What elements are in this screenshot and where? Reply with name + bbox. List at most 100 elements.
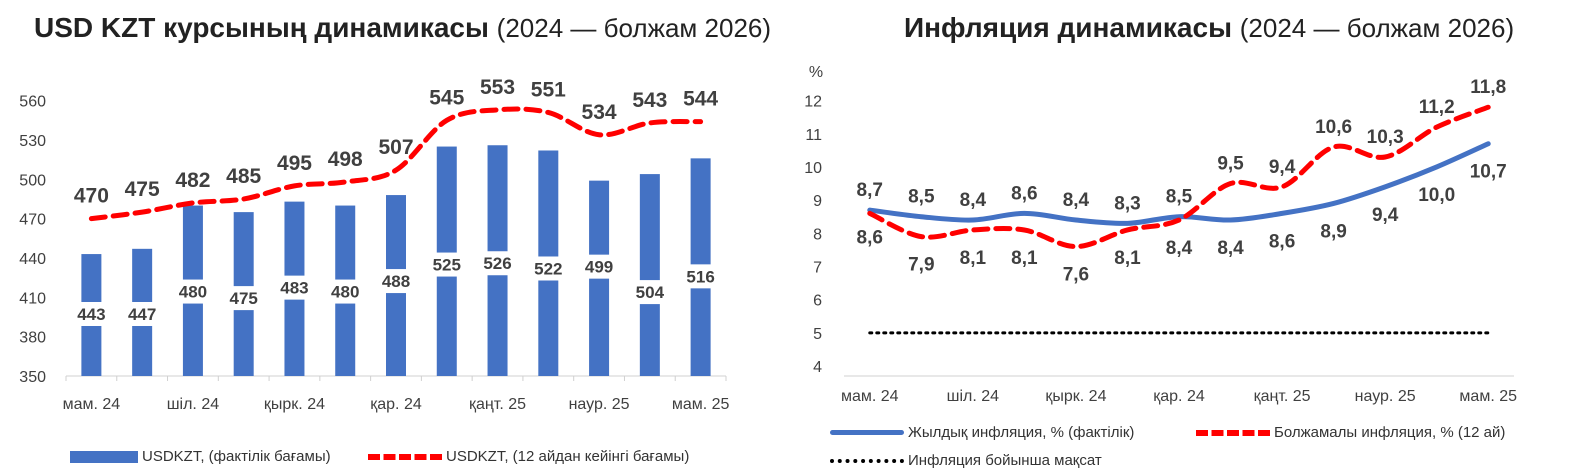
bar-value-label: 488 xyxy=(382,272,410,291)
actual-value-label: 8,5 xyxy=(1166,187,1193,208)
x-tick-label: қырк. 24 xyxy=(264,396,325,413)
legend-label-inflation-forecast: Болжамалы инфляция, % (12 ай) xyxy=(1274,424,1506,441)
bar-value-label: 499 xyxy=(585,258,613,277)
forecast-value-label: 8,1 xyxy=(960,248,987,269)
x-tick-label: қар. 24 xyxy=(1153,388,1205,405)
forecast-value-label: 7,9 xyxy=(908,255,934,276)
bar-value-label: 526 xyxy=(483,254,511,273)
bar-value-label: 447 xyxy=(128,305,156,324)
actual-value-label: 8,9 xyxy=(1320,221,1346,242)
line-usdkzt-forecast xyxy=(88,106,704,222)
y-tick-label: 11 xyxy=(805,127,822,144)
inflation-chart-plot: % 4 5 6 7 8 9 10 11 12 мам. 24 шіл. 24 қырк. 24 қар. … xyxy=(804,64,1517,405)
line-value-label: 551 xyxy=(531,78,566,101)
bar-value-label: 522 xyxy=(534,259,562,278)
actual-value-label: 8,7 xyxy=(857,180,883,201)
x-tick-label: наур. 25 xyxy=(1355,388,1416,405)
bar-value-label-bg xyxy=(581,254,618,279)
bar-value-label-bg xyxy=(124,302,161,326)
actual-value-label: 8,3 xyxy=(1114,193,1140,214)
bar-value-label: 516 xyxy=(686,267,714,286)
legend-label-usdkzt-forecast: USDKZT, (12 айдан кейінгі бағамы) xyxy=(446,448,690,465)
bar-value-label-bg xyxy=(276,275,313,300)
x-tick-label: қырк. 24 xyxy=(1045,388,1106,405)
actual-value-label: 8,4 xyxy=(1217,238,1244,259)
y-tick-label: 4 xyxy=(813,359,822,376)
bar-value-label-bg xyxy=(428,252,465,277)
bar-value-label-bg xyxy=(225,286,262,311)
legend-item-inflation-actual: Жылдық инфляция, % (фактілік) xyxy=(830,424,1134,441)
y-tick-label: 440 xyxy=(19,251,46,268)
bar-value-label-bg xyxy=(682,264,719,289)
line-value-label: 498 xyxy=(328,148,363,171)
y-tick-label: 7 xyxy=(813,259,822,276)
y-tick-label: 9 xyxy=(813,193,822,210)
y-tick-label: 530 xyxy=(19,133,46,150)
line-value-label: 553 xyxy=(480,76,515,99)
y-tick-label: 350 xyxy=(19,369,46,386)
legend-item-usdkzt-forecast: USDKZT, (12 айдан кейінгі бағамы) xyxy=(368,448,689,465)
y-tick-label: 380 xyxy=(19,330,46,347)
bar-value-label: 483 xyxy=(280,279,308,298)
forecast-value-label: 11,2 xyxy=(1419,97,1455,118)
legend-swatch-dashed-line xyxy=(368,453,442,460)
forecast-value-label: 8,6 xyxy=(857,227,883,248)
legend-swatch-solid-line xyxy=(830,430,904,435)
line-value-label: 485 xyxy=(226,165,261,188)
bar-value-label-bg xyxy=(530,256,567,281)
actual-value-label: 8,4 xyxy=(960,190,987,211)
legend-label-inflation-actual: Жылдық инфляция, % (фактілік) xyxy=(908,424,1135,441)
legend-item-usdkzt-actual: USDKZT, (фактілік бағамы) xyxy=(70,448,331,465)
y-tick-label: 470 xyxy=(19,212,46,229)
forecast-value-label: 8,1 xyxy=(1114,248,1141,269)
bar-value-label: 480 xyxy=(331,283,359,302)
legend-label-usdkzt-actual: USDKZT, (фактілік бағамы) xyxy=(142,448,331,465)
actual-value-label: 8,6 xyxy=(1269,231,1295,252)
legend-item-inflation-forecast: Болжамалы инфляция, % (12 ай) xyxy=(1196,424,1505,441)
bar-value-label: 480 xyxy=(179,283,207,302)
bar-value-label: 525 xyxy=(433,256,461,275)
bar-usdkzt-actual xyxy=(639,174,660,376)
forecast-value-label: 10,6 xyxy=(1315,117,1352,138)
line-value-label: 482 xyxy=(175,169,210,192)
inflation-title-main: Инфляция динамикасы xyxy=(904,12,1232,43)
actual-value-label: 8,6 xyxy=(1011,183,1037,204)
bar-value-label-bg xyxy=(174,279,211,304)
actual-value-label: 9,4 xyxy=(1372,205,1399,226)
legend-label-inflation-target: Инфляция бойынша мақсат xyxy=(908,452,1102,469)
x-tick-label: мам. 25 xyxy=(672,396,730,413)
line-value-label: 545 xyxy=(429,86,464,109)
legend-item-inflation-target: Инфляция бойынша мақсат xyxy=(830,452,1102,469)
x-tick-label: қаңт. 25 xyxy=(1254,388,1311,405)
line-value-label: 544 xyxy=(683,88,718,111)
x-tick-label: мам. 24 xyxy=(841,388,899,405)
forecast-value-label: 9,5 xyxy=(1217,154,1244,175)
inflation-chart-title: Инфляция динамикасы (2024 — болжам 2026) xyxy=(904,12,1514,44)
bar-value-label: 475 xyxy=(230,289,258,308)
actual-value-label: 10,0 xyxy=(1418,185,1455,206)
actual-value-label: 8,4 xyxy=(1063,190,1090,211)
y-tick-label: 500 xyxy=(19,172,46,189)
usd-kzt-chart-panel: USD KZT курсының динамикасы (2024 — болж… xyxy=(19,12,771,465)
line-value-label: 507 xyxy=(378,136,413,159)
y-tick-label: 12 xyxy=(804,94,822,111)
bar-value-label-bg xyxy=(378,269,414,294)
x-tick-label: мам. 25 xyxy=(1459,388,1517,405)
x-tick-label: қар. 24 xyxy=(370,396,422,413)
line-value-label: 495 xyxy=(277,152,312,175)
y-tick-label: 410 xyxy=(19,290,46,307)
bar-value-label-bg xyxy=(327,279,364,304)
forecast-value-label: 8,1 xyxy=(1011,248,1038,269)
forecast-value-label: 8,4 xyxy=(1166,238,1193,259)
inflation-chart-panel: Инфляция динамикасы (2024 — болжам 2026)… xyxy=(786,0,1572,472)
x-tick-label: наур. 25 xyxy=(569,396,630,413)
legend-swatch-dashed-line xyxy=(1196,429,1270,436)
forecast-value-label: 10,3 xyxy=(1367,127,1404,148)
x-tick-label: шіл. 24 xyxy=(947,388,1000,405)
line-value-label: 470 xyxy=(74,185,109,208)
y-tick-label: 10 xyxy=(804,160,822,177)
bar-value-label: 443 xyxy=(77,305,105,324)
bar-value-label-bg xyxy=(479,251,516,276)
actual-value-label: 10,7 xyxy=(1470,162,1507,183)
x-tick-label: қаңт. 25 xyxy=(469,396,526,413)
